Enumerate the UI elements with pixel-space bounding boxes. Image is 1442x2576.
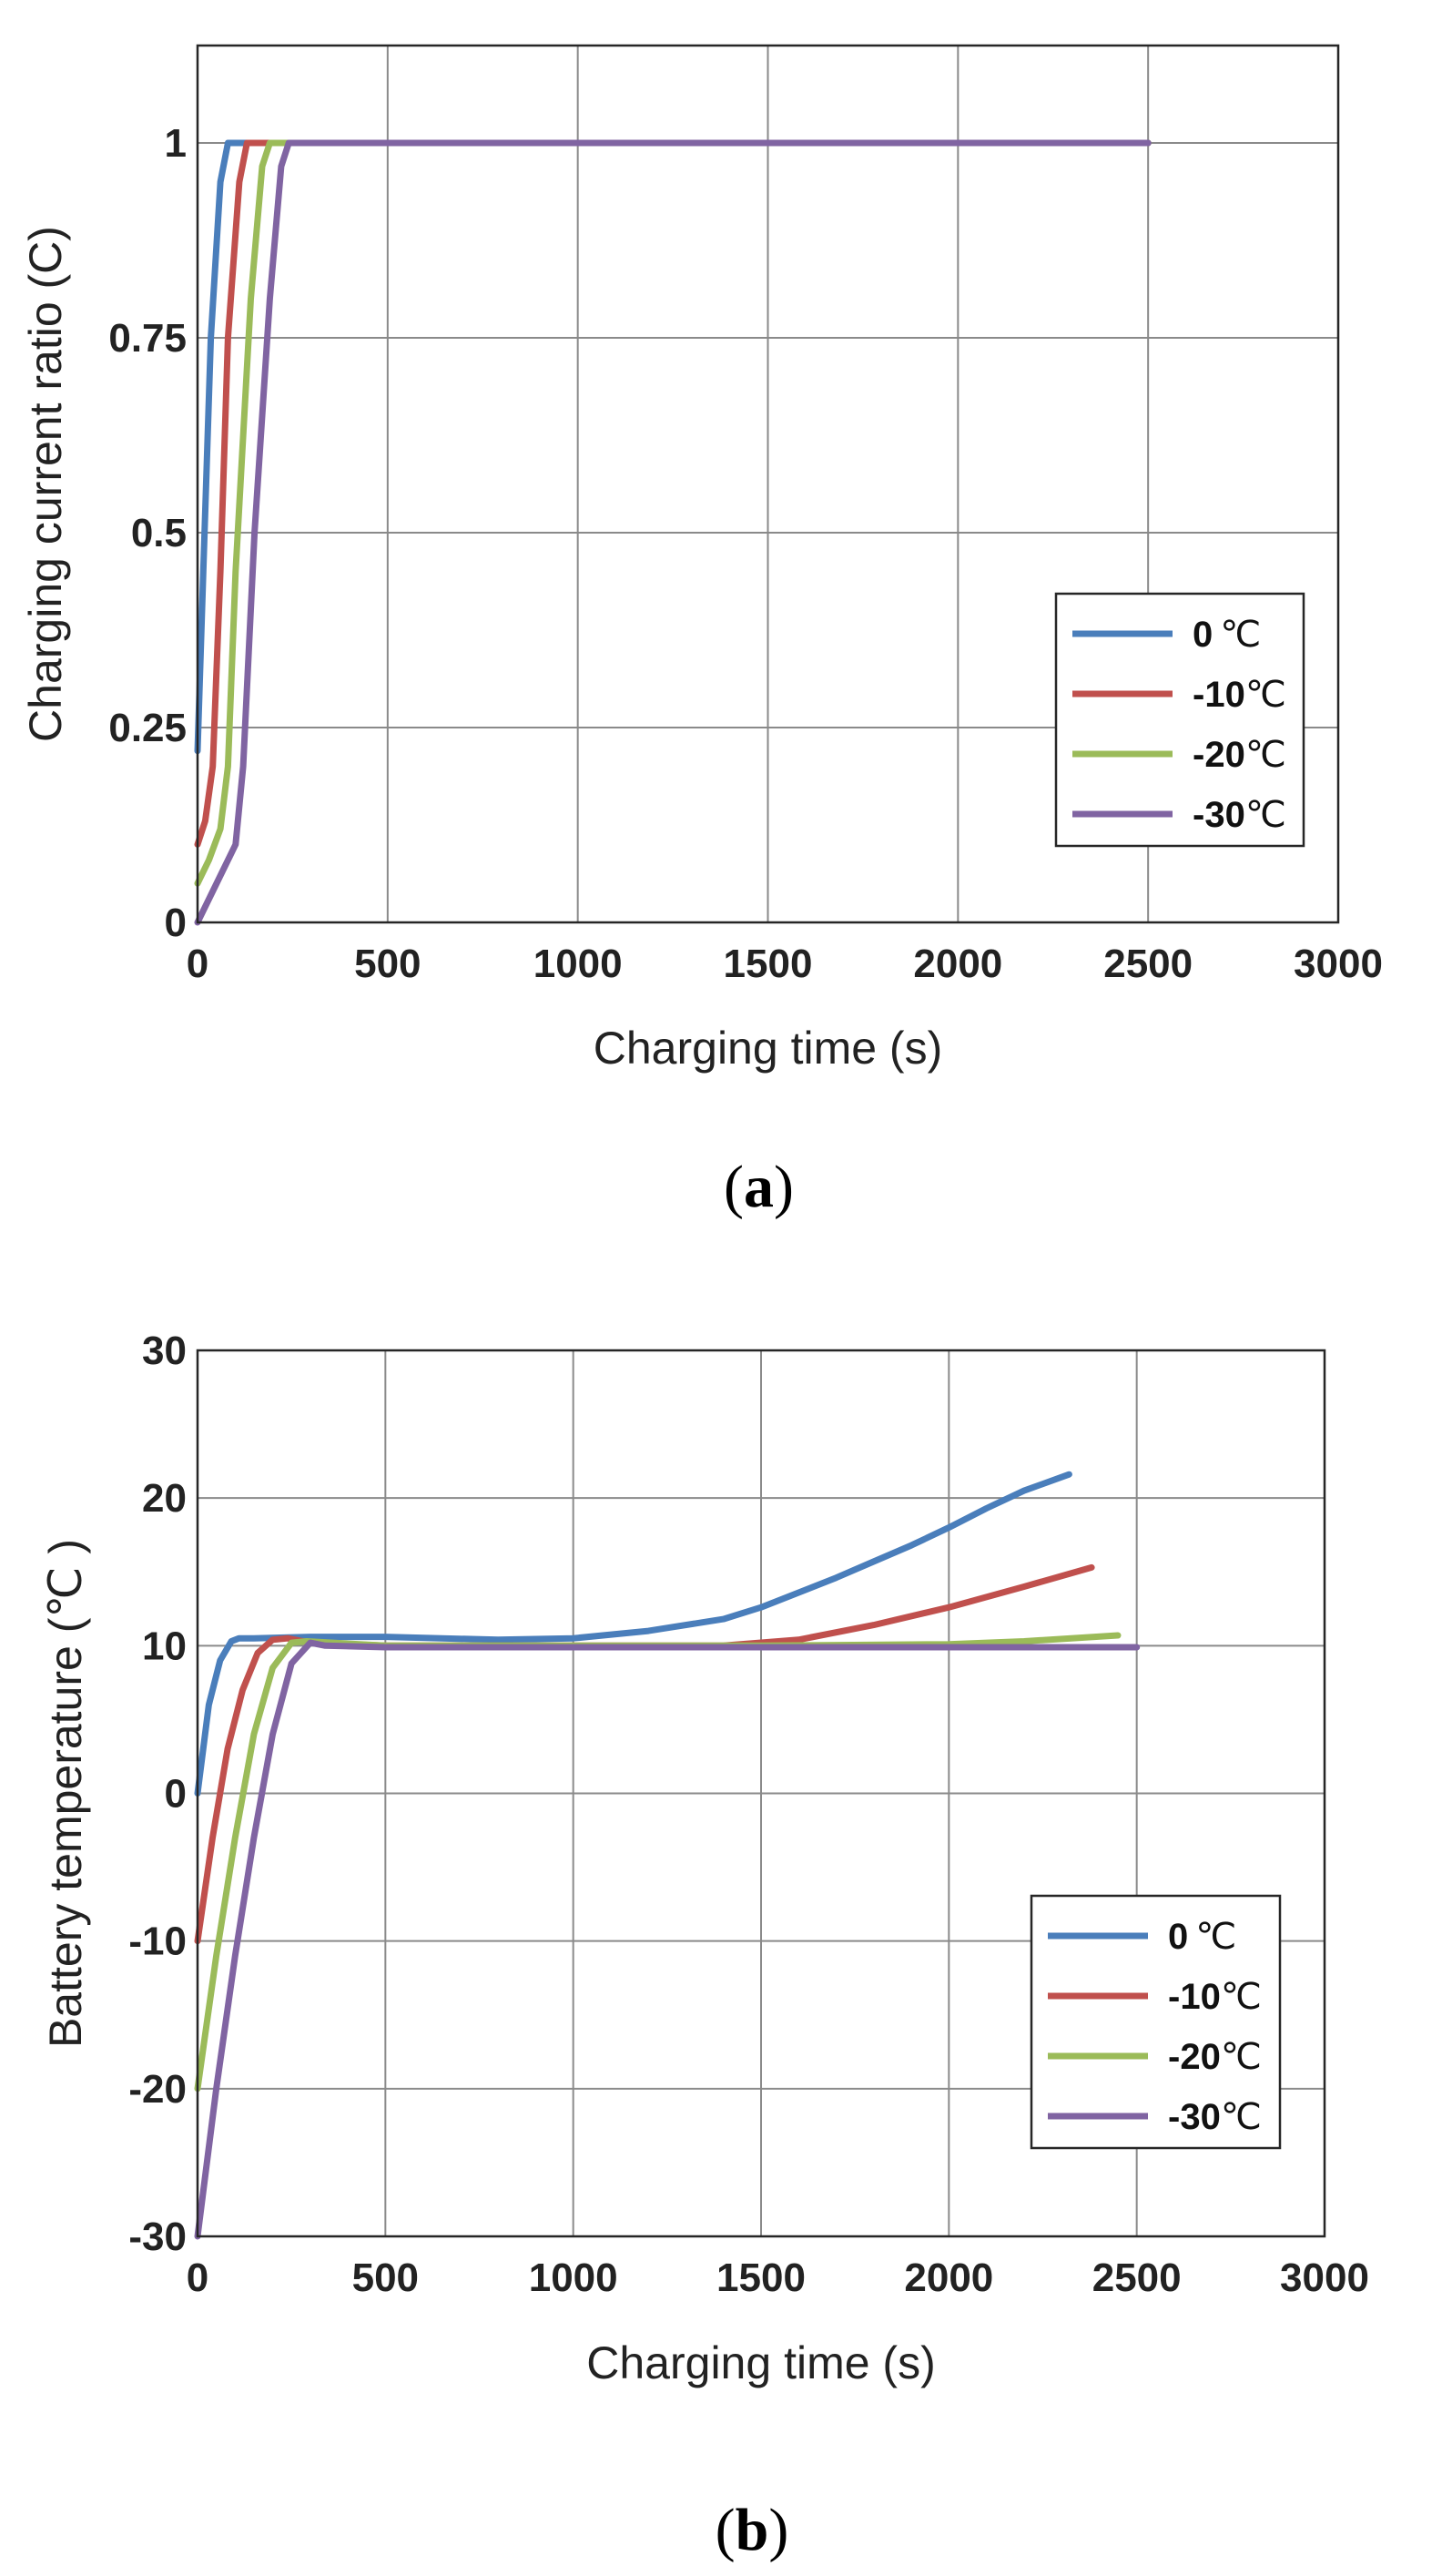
x-tick-label: 3000 — [1294, 942, 1383, 986]
y-tick-label: -20 — [128, 2067, 187, 2112]
x-tick-label: 0 — [187, 2255, 208, 2300]
legend-entry: -20℃ — [1168, 2036, 1262, 2078]
series-line-a-0 — [194, 139, 1152, 755]
legend-entry: -10℃ — [1193, 674, 1286, 716]
series-line-a-1 — [194, 139, 1152, 848]
panel-letter-b: b — [736, 2497, 769, 2563]
legend-entry-name: -30 — [1193, 795, 1245, 835]
x-tick-label: 1500 — [724, 942, 813, 986]
chart-a: 0 500 1000 1500 2000 2500 3000 0 0.25 0.5 0.75 1 C… — [20, 44, 1383, 1220]
x-tick-label: 0 — [187, 942, 208, 986]
legend-entry-name: -30 — [1168, 2097, 1221, 2137]
series-line-a-2 — [194, 139, 1152, 887]
legend-entry: -20℃ — [1193, 734, 1286, 776]
legend-entry-unit: ℃ — [1221, 2036, 1262, 2078]
y-tick-label: -10 — [128, 1919, 187, 1964]
legend-a: 0 ℃-10℃-20℃-30℃ — [1054, 592, 1305, 848]
legend-b: 0 ℃-10℃-20℃-30℃ — [1030, 1894, 1282, 2150]
y-axis-label-b: Battery temperature (℃ ) — [40, 1539, 91, 2048]
legend-entry-unit: ℃ — [1221, 1976, 1262, 2018]
legend-entry-unit: ℃ — [1245, 734, 1286, 776]
panel-label-a: (a) — [724, 1154, 794, 1220]
x-axis-label-a: Charging time (s) — [594, 1023, 942, 1074]
lines-b — [194, 1471, 1141, 2240]
y-tick-label: 20 — [142, 1476, 187, 1521]
legend-entry-name: 0 — [1193, 615, 1213, 655]
legend-entry: -30℃ — [1168, 2096, 1262, 2138]
legend-entry: -30℃ — [1193, 794, 1286, 836]
y-tick-label: 0.25 — [108, 706, 187, 750]
legend-entry-name: -20 — [1168, 2037, 1221, 2077]
legend-entry-unit: ℃ — [1245, 674, 1286, 716]
legend-entry-name: -10 — [1168, 1977, 1221, 2017]
x-tick-label: 2500 — [1103, 942, 1193, 986]
x-tick-label: 2000 — [913, 942, 1002, 986]
y-tick-label: 1 — [165, 121, 187, 166]
y-tick-label: 10 — [142, 1624, 187, 1668]
y-ticks-b: -30 -20 -10 0 10 20 30 — [128, 1329, 187, 2259]
x-axis-label-b: Charging time (s) — [586, 2337, 935, 2388]
x-tick-label: 500 — [354, 942, 421, 986]
y-tick-label: 0 — [165, 901, 187, 945]
series-line-b-0 — [194, 1471, 1072, 1797]
y-tick-label: 0.5 — [131, 511, 187, 555]
x-tick-label: 1500 — [716, 2255, 806, 2300]
chart-b: 0 500 1000 1500 2000 2500 3000 -30 -20 -10 0 10 20 3… — [40, 1329, 1369, 2563]
y-tick-label: -30 — [128, 2215, 187, 2259]
series-line-b-3 — [194, 1639, 1141, 2240]
y-tick-label: 0 — [165, 1772, 187, 1817]
legend-entry-unit: ℃ — [1220, 614, 1261, 656]
legend-entry-name: 0 — [1168, 1917, 1188, 1957]
panel-letter-a: a — [744, 1154, 774, 1220]
legend-entry-unit: ℃ — [1245, 794, 1286, 836]
plot-frame-a — [196, 44, 1340, 924]
x-tick-label: 2000 — [904, 2255, 993, 2300]
x-tick-label: 1000 — [529, 2255, 618, 2300]
y-tick-label: 0.75 — [108, 316, 187, 361]
lines-a — [194, 139, 1152, 926]
x-ticks-b: 0 500 1000 1500 2000 2500 3000 — [187, 2255, 1369, 2300]
x-ticks-a: 0 500 1000 1500 2000 2500 3000 — [187, 942, 1383, 986]
y-tick-label: 30 — [142, 1329, 187, 1373]
legend-entry: 0 ℃ — [1168, 1916, 1236, 1958]
x-tick-label: 500 — [352, 2255, 419, 2300]
legend-entry-name: -10 — [1193, 675, 1245, 715]
legend-entry: -10℃ — [1168, 1976, 1262, 2018]
y-ticks-a: 0 0.25 0.5 0.75 1 — [108, 121, 187, 945]
legend-entry: 0 ℃ — [1193, 614, 1261, 656]
series-line-a-3 — [194, 139, 1152, 926]
plot-frame-b — [196, 1349, 1326, 2238]
legend-entry-unit: ℃ — [1221, 2096, 1262, 2138]
panel-label-b: (b) — [716, 2497, 789, 2563]
x-tick-label: 3000 — [1280, 2255, 1369, 2300]
legend-box — [1030, 1894, 1282, 2150]
legend-entry-name: -20 — [1193, 735, 1245, 775]
series-line-b-2 — [194, 1632, 1122, 2092]
x-tick-label: 1000 — [533, 942, 623, 986]
x-tick-label: 2500 — [1092, 2255, 1182, 2300]
y-axis-label-a: Charging current ratio (C) — [20, 226, 71, 742]
legend-entry-unit: ℃ — [1195, 1916, 1236, 1958]
series-line-b-1 — [194, 1563, 1095, 1945]
